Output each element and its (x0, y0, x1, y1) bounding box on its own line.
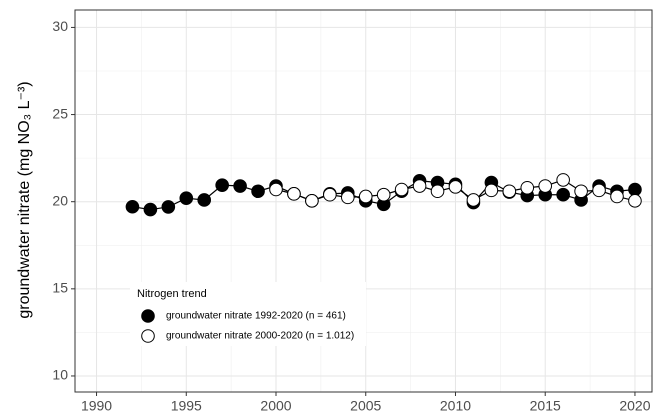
legend: Nitrogen trend groundwater nitrate 1992-… (130, 282, 366, 346)
data-point (520, 180, 535, 195)
data-point (305, 194, 319, 208)
legend-label: groundwater nitrate 2000-2020 (n = 1.012… (166, 331, 354, 342)
data-point (556, 173, 570, 187)
x-tick-label: 2005 (350, 398, 381, 414)
data-point (323, 187, 337, 202)
panel-border (74, 9, 653, 393)
x-tick-label: 2000 (260, 398, 291, 414)
legend-marker (141, 309, 155, 323)
data-point (610, 189, 624, 204)
data-point (538, 179, 553, 193)
plot (125, 173, 642, 217)
data-point (233, 179, 247, 193)
data-point (448, 180, 463, 194)
data-point (592, 183, 606, 198)
data-point (430, 184, 445, 199)
legend-title: Nitrogen trend (137, 288, 207, 300)
data-point (502, 184, 517, 199)
x-tick-label: 2015 (530, 398, 561, 414)
data-point (179, 191, 194, 206)
data-point (358, 189, 373, 204)
data-point (287, 187, 301, 201)
data-point (251, 184, 265, 199)
data-point (197, 193, 212, 207)
data-point (574, 184, 588, 199)
y-tick-label: 15 (52, 280, 68, 296)
x-tick-label: 2010 (440, 398, 471, 414)
data-point (125, 199, 140, 214)
legend-box (130, 282, 366, 346)
y-tick-label: 20 (52, 192, 68, 208)
legend-marker (141, 329, 155, 343)
data-point (161, 200, 176, 214)
data-point (556, 187, 570, 202)
data-point (628, 182, 642, 197)
data-point (394, 182, 409, 197)
x-tick-label: 2020 (619, 398, 650, 414)
data-point (628, 194, 642, 208)
data-point (340, 190, 355, 205)
data-point (269, 182, 283, 197)
data-point (466, 193, 481, 207)
data-point (376, 187, 391, 202)
x-tick-label: 1990 (81, 398, 112, 414)
legend-label: groundwater nitrate 1992-2020 (n = 461) (166, 311, 346, 322)
y-axis-label: groundwater nitrate (mg NO₃ L⁻³) (16, 81, 33, 318)
data-point (215, 178, 229, 192)
y-tick-label: 25 (52, 105, 68, 121)
data-point (484, 183, 499, 198)
data-point (412, 179, 427, 193)
x-tick-label: 1995 (171, 398, 202, 414)
y-tick-label: 10 (52, 367, 68, 383)
y-tick-label: 30 (52, 18, 68, 34)
data-point (143, 202, 158, 217)
